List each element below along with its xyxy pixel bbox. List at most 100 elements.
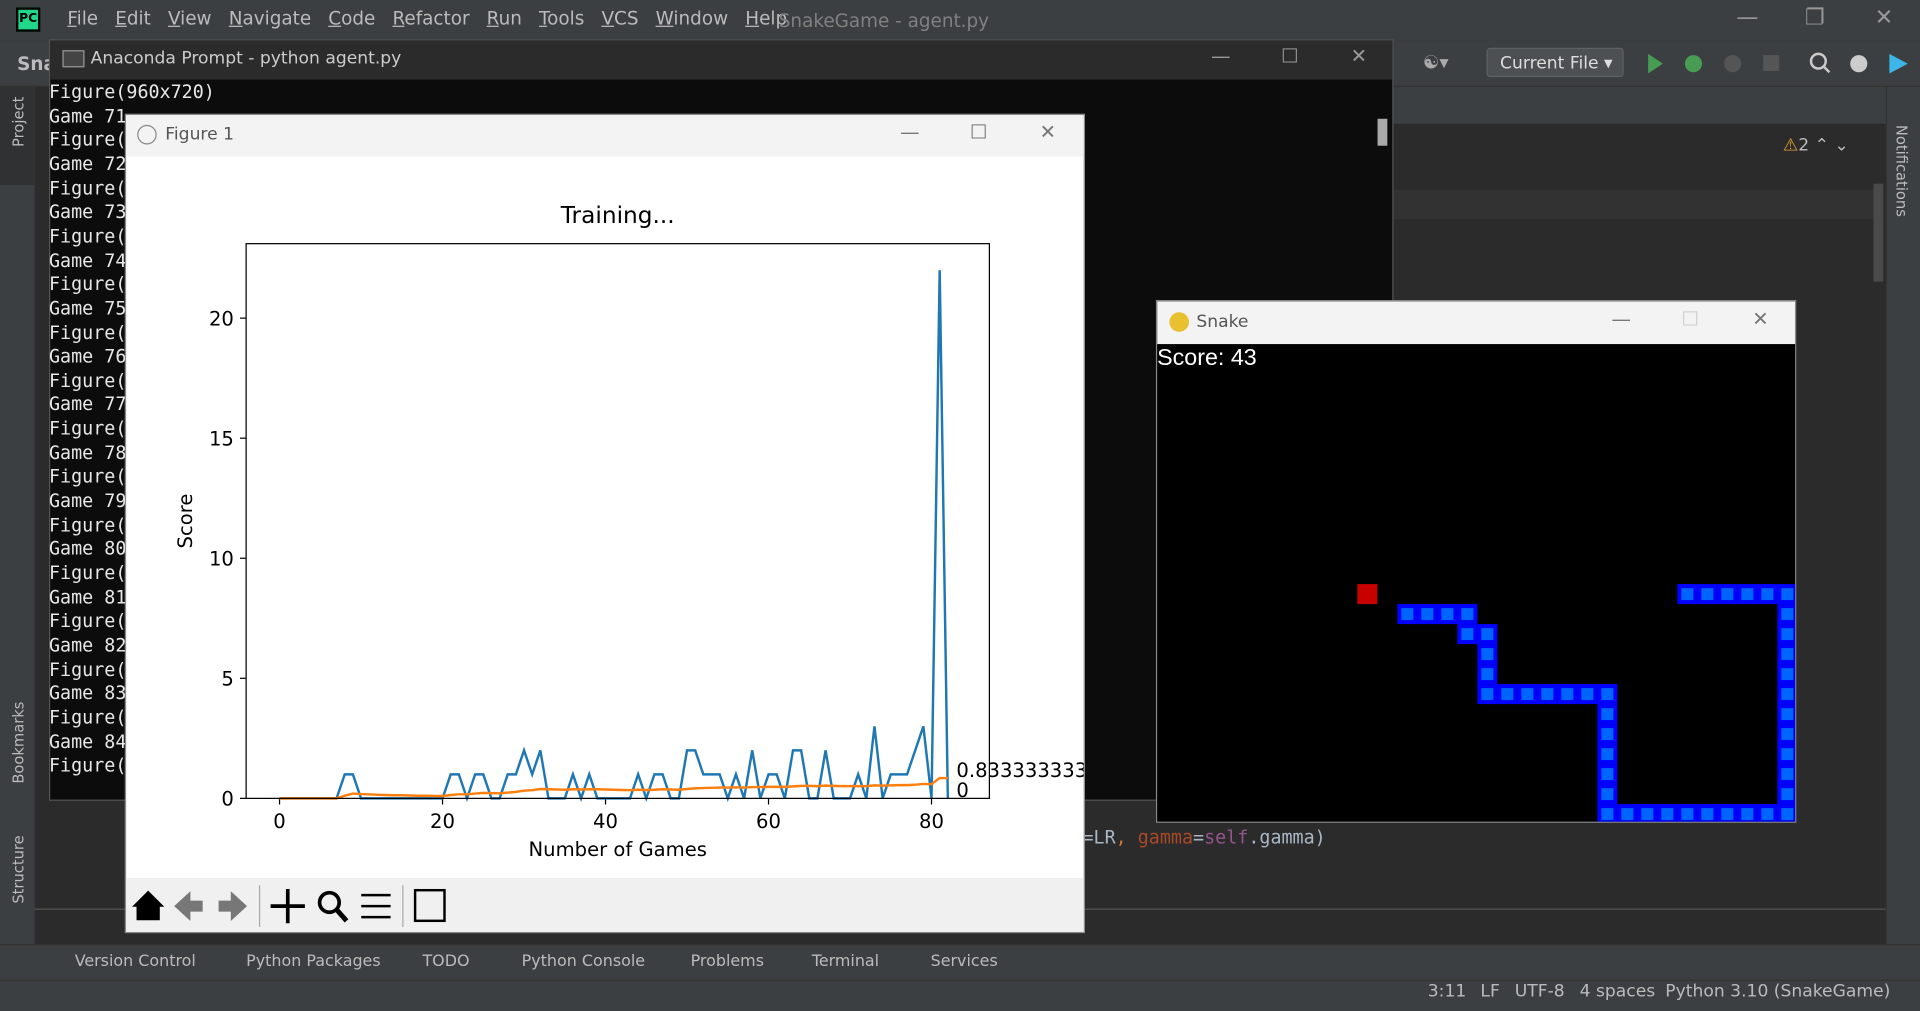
debug-button[interactable] [1684, 55, 1703, 73]
console-line: Game 72 [48, 152, 127, 176]
console-line: Figure( [48, 273, 127, 296]
console-line: Game 74 [48, 249, 127, 272]
console-line: Game 71 [48, 104, 127, 127]
tool-window-tab[interactable]: Problems [690, 952, 764, 972]
back-button[interactable] [174, 891, 203, 921]
snake-title: Snake [1196, 312, 1249, 332]
snake-segment-inner [1701, 588, 1714, 601]
menu-item[interactable]: Code [328, 7, 376, 30]
snake-segment-inner [1501, 688, 1514, 701]
figure-title: Figure 1 [165, 124, 235, 145]
menu-item[interactable]: Help [745, 7, 788, 30]
status-item[interactable]: Python 3.10 (SnakeGame) [1665, 982, 1891, 1002]
minimize-button[interactable]: — [1736, 4, 1759, 31]
settings-button[interactable] [1850, 55, 1868, 73]
snake-close[interactable]: ✕ [1752, 307, 1769, 331]
save-button[interactable] [413, 888, 446, 923]
x-tick-label: 20 [430, 810, 455, 833]
close-button[interactable]: ✕ [1874, 4, 1894, 31]
snake-segment-inner [1761, 588, 1774, 601]
menu-item[interactable]: Run [486, 7, 522, 30]
console-line: Figure( [48, 465, 127, 488]
console-icon [62, 50, 85, 68]
project-tab[interactable]: Project [9, 96, 27, 147]
zoom-handle [334, 908, 349, 923]
run-button[interactable] [1648, 53, 1663, 74]
home-button[interactable] [131, 890, 165, 921]
tool-window-tab[interactable]: Python Packages [246, 952, 381, 972]
snake-maximize: ☐ [1681, 307, 1699, 331]
snake-segment-inner [1781, 608, 1794, 621]
menu-item[interactable]: View [167, 7, 212, 30]
snake-segment-inner [1621, 808, 1634, 821]
code-token: .gamma) [1248, 826, 1326, 849]
menu-item[interactable]: Navigate [228, 7, 312, 30]
menu-item[interactable]: Edit [115, 7, 151, 30]
status-bar [0, 979, 1920, 1011]
snake-minimize[interactable]: — [1611, 307, 1632, 331]
project-name[interactable]: Sna [17, 52, 56, 75]
y-tick-label: 10 [209, 548, 234, 571]
tool-window-tab[interactable]: TODO [422, 952, 470, 972]
menu-item[interactable]: VCS [601, 7, 639, 30]
tool-window-tab[interactable]: Version Control [74, 952, 196, 972]
console-title: Anaconda Prompt - python agent.py [90, 48, 402, 69]
window-title: SnakeGame - agent.py [778, 9, 990, 32]
user-icon[interactable]: ☯▾ [1422, 51, 1449, 74]
tool-window-tab[interactable]: Python Console [521, 952, 646, 972]
snake-segment-inner [1561, 688, 1574, 701]
status-item[interactable]: LF [1480, 982, 1500, 1002]
status-item[interactable]: 3:11 [1427, 982, 1467, 1002]
app-icon: PC [15, 7, 41, 32]
forward-button[interactable] [218, 891, 248, 921]
console-line: Figure( [48, 225, 127, 248]
jetbrains-button[interactable] [1889, 53, 1908, 74]
bookmarks-tab[interactable]: Bookmarks [9, 701, 27, 784]
code-token: , [1115, 826, 1138, 849]
console-line: Figure( [48, 417, 127, 440]
menu-item[interactable]: Tools [539, 7, 585, 30]
status-item[interactable]: UTF-8 [1514, 982, 1565, 1002]
tool-window-tab[interactable]: Terminal [811, 952, 880, 972]
stop-button[interactable] [1763, 55, 1780, 72]
snake-segment-inner [1781, 628, 1794, 641]
snake-segment-inner [1781, 748, 1794, 761]
snake-segment-inner [1601, 788, 1614, 801]
left-tool-strip [0, 86, 36, 945]
warnings-indicator[interactable]: ⚠2 ⌃ ⌄ [1782, 135, 1849, 156]
console-close[interactable]: ✕ [1350, 44, 1368, 68]
configure-button[interactable] [361, 893, 391, 919]
menu-item[interactable]: Refactor [392, 7, 470, 30]
console-line: Figure( [48, 321, 127, 344]
project-tab-bg [0, 86, 35, 185]
notifications-tab[interactable]: Notifications [1893, 124, 1911, 217]
run-config[interactable]: Current File ▾ [1486, 47, 1624, 78]
x-tick-label: 60 [756, 810, 781, 833]
status-item[interactable]: 4 spaces [1579, 982, 1656, 1002]
current-line [1393, 189, 1884, 220]
snake-segment-inner [1781, 788, 1794, 801]
tool-window-tab[interactable]: Services [930, 952, 998, 972]
figure-close[interactable]: ✕ [1039, 120, 1057, 144]
console-line: Figure(960x720) [48, 80, 215, 103]
console-line: Game 75 [48, 297, 127, 320]
figure-minimize[interactable]: — [900, 120, 920, 144]
snake-segment-inner [1441, 608, 1454, 621]
snake-segment-inner [1581, 688, 1594, 701]
console-minimize[interactable]: — [1211, 44, 1231, 68]
restore-button[interactable]: ❐ [1804, 4, 1825, 31]
snake-segment-inner [1761, 808, 1774, 821]
pan-button[interactable] [270, 888, 305, 924]
console-maximize[interactable]: ☐ [1280, 44, 1299, 68]
console-line: Figure( [48, 562, 127, 585]
menu-item[interactable]: Window [655, 7, 729, 30]
coverage-button[interactable] [1724, 55, 1742, 73]
toolbar-buttons [131, 885, 446, 927]
snake-window: Snake — ☐ ✕ Score: 43 [1155, 300, 1797, 823]
console-line: Figure( [48, 754, 127, 777]
zoom-button[interactable] [317, 890, 342, 915]
menu-item[interactable]: File [67, 7, 99, 30]
figure-maximize[interactable]: ☐ [969, 120, 988, 144]
structure-tab[interactable]: Structure [9, 835, 27, 904]
search-button[interactable] [1809, 52, 1827, 70]
